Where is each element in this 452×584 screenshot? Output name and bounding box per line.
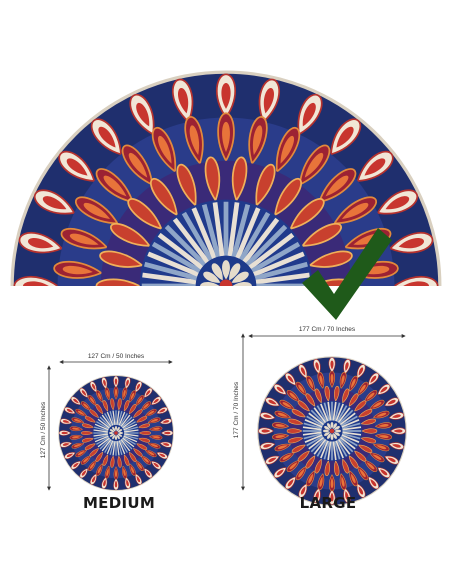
medium-height-label: 127 Cm / 50 Inches — [40, 401, 47, 458]
large-mandala — [257, 356, 407, 506]
medium-label: MEDIUM — [83, 494, 155, 512]
medium-width-label: 127 Cm / 50 Inches — [88, 353, 145, 360]
large-height-label: 177 Cm / 70 Inches — [233, 381, 240, 438]
large-label: LARGE — [300, 494, 357, 512]
large-width-label: 177 Cm / 70 Inches — [299, 326, 356, 333]
medium-mandala — [58, 375, 174, 491]
checkmark — [302, 228, 392, 320]
